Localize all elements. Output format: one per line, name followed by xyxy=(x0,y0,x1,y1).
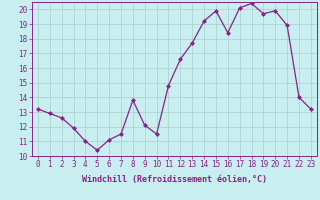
X-axis label: Windchill (Refroidissement éolien,°C): Windchill (Refroidissement éolien,°C) xyxy=(82,175,267,184)
